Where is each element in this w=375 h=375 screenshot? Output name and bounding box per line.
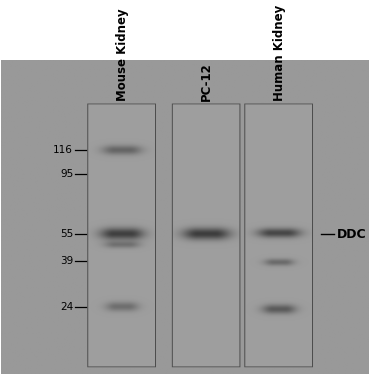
Text: 55: 55 — [60, 230, 73, 239]
Text: 95: 95 — [60, 169, 73, 179]
Text: PC-12: PC-12 — [200, 62, 213, 101]
Text: 24: 24 — [60, 302, 73, 312]
Text: Mouse Kidney: Mouse Kidney — [116, 8, 129, 101]
Text: 116: 116 — [53, 145, 73, 155]
Text: Human Kidney: Human Kidney — [273, 4, 285, 101]
Text: DDC: DDC — [337, 228, 367, 241]
Text: 39: 39 — [60, 256, 73, 266]
